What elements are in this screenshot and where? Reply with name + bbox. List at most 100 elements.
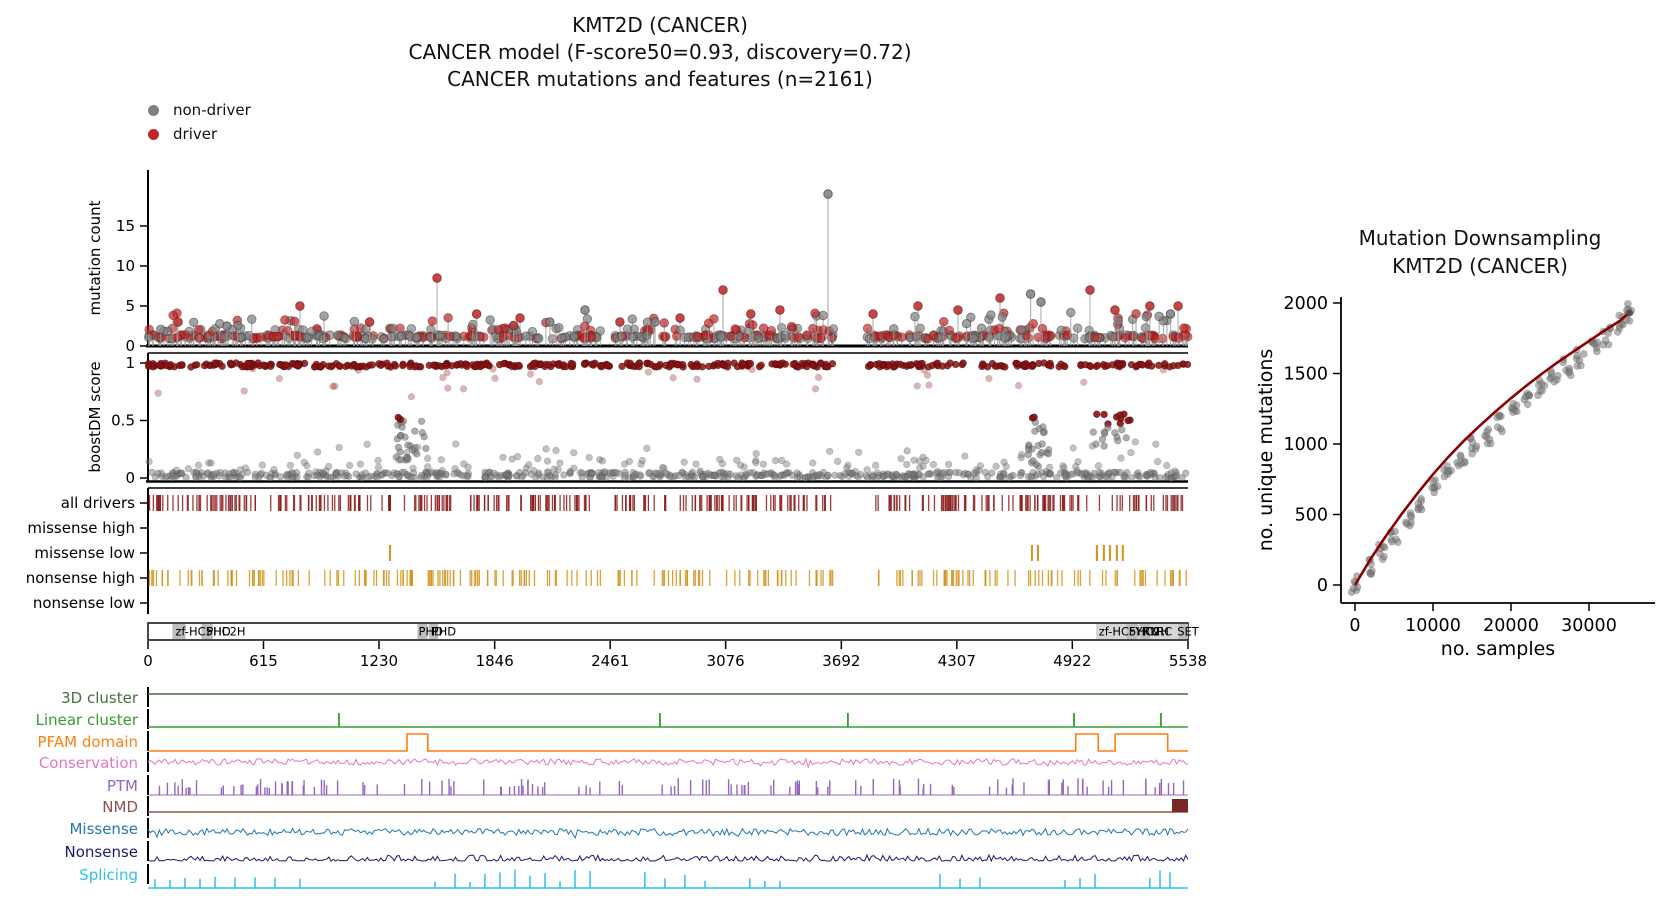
nondriver-dot bbox=[318, 333, 328, 344]
legend-label-driver: driver bbox=[173, 125, 218, 143]
score-dot-nondriver bbox=[692, 460, 700, 468]
score-dot-nondriver bbox=[976, 462, 984, 470]
score-dot-nondriver bbox=[1000, 458, 1008, 466]
driver-dot bbox=[173, 317, 183, 327]
downsampling-dot bbox=[1485, 435, 1494, 444]
feature-row-label: Missense bbox=[69, 820, 138, 838]
downsampling-dot bbox=[1468, 438, 1477, 447]
score-dot-nondriver bbox=[696, 467, 704, 475]
score-dot-nondriver bbox=[525, 461, 533, 469]
legend-item-nondriver: non-driver bbox=[148, 98, 251, 122]
nondriver-dot bbox=[236, 332, 246, 343]
score-dot-driver bbox=[156, 361, 164, 369]
score-dot-nondriver bbox=[680, 458, 688, 466]
feature-noise-line bbox=[147, 853, 1189, 863]
score-dot-nondriver bbox=[1089, 428, 1097, 436]
score-dot-nondriver bbox=[765, 469, 773, 478]
score-dot-driver bbox=[439, 374, 447, 382]
downsampling-dot bbox=[1493, 413, 1501, 422]
score-dot-nondriver bbox=[903, 460, 911, 469]
driver-dot bbox=[1145, 301, 1155, 311]
nondriver-dot bbox=[1113, 316, 1124, 326]
downsampling-y-tick-label: 1500 bbox=[1283, 365, 1328, 385]
score-dot-nondriver bbox=[855, 448, 863, 456]
downsampling-dot bbox=[1468, 449, 1476, 458]
boostdm-y-axis-label: boostDM score bbox=[86, 361, 104, 472]
nondriver-dot bbox=[534, 333, 544, 344]
domain-label: zf-HC5HC2H bbox=[175, 625, 245, 639]
downsampling-dot bbox=[1493, 423, 1502, 431]
score-dot-nondriver bbox=[374, 463, 383, 471]
score-dot-driver bbox=[411, 363, 419, 371]
nondriver-dot bbox=[557, 333, 567, 343]
score-dot-nondriver bbox=[145, 457, 153, 466]
score-dot-driver bbox=[733, 363, 742, 371]
score-dot-driver bbox=[1159, 366, 1167, 374]
driver-dot bbox=[144, 324, 154, 335]
score-dot-driver bbox=[828, 360, 837, 368]
score-dot-nondriver bbox=[716, 455, 724, 464]
score-dot-nondriver bbox=[303, 462, 311, 470]
nondriver-dot bbox=[1056, 325, 1066, 335]
driver-dot bbox=[194, 333, 205, 343]
downsampling-x-tick-label: 30000 bbox=[1561, 616, 1617, 636]
score-dot-nondriver bbox=[992, 462, 1000, 470]
protein-x-tick-label: 0 bbox=[143, 652, 153, 670]
score-dot-nondriver bbox=[543, 468, 551, 476]
score-dot-nondriver bbox=[534, 454, 542, 463]
score-dot-nondriver bbox=[893, 471, 901, 479]
score-dot-nondriver bbox=[407, 473, 415, 481]
score-dot-nondriver bbox=[172, 466, 180, 474]
feature-block-line bbox=[148, 733, 1188, 752]
downsampling-dot bbox=[1443, 467, 1452, 475]
downsampling-dot bbox=[1554, 372, 1562, 380]
feature-row-label: Conservation bbox=[39, 754, 138, 772]
score-dot-nondriver bbox=[1039, 423, 1047, 431]
score-dot-nondriver bbox=[522, 469, 530, 477]
score-dot-nondriver bbox=[1156, 474, 1164, 482]
score-dot-driver bbox=[1030, 413, 1038, 421]
nondriver-dot bbox=[961, 319, 972, 329]
score-dot-nondriver bbox=[552, 446, 560, 455]
score-dot-nondriver bbox=[502, 470, 510, 479]
score-dot-nondriver bbox=[1117, 454, 1125, 462]
score-dot-nondriver bbox=[192, 472, 200, 480]
score-dot-nondriver bbox=[915, 464, 924, 472]
nondriver-dot bbox=[976, 323, 987, 333]
downsampling-y-tick-label: 2000 bbox=[1283, 294, 1328, 314]
downsampling-dot bbox=[1380, 552, 1388, 561]
nondriver-dot bbox=[1141, 311, 1151, 322]
score-dot-nondriver bbox=[1127, 449, 1135, 457]
domain-label: PHD bbox=[206, 625, 231, 639]
score-dot-driver bbox=[394, 413, 402, 422]
score-dot-nondriver bbox=[363, 440, 371, 448]
score-dot-driver bbox=[1014, 381, 1023, 390]
score-dot-nondriver bbox=[566, 469, 574, 477]
score-dot-nondriver bbox=[236, 466, 245, 474]
score-dot-nondriver bbox=[901, 473, 909, 481]
score-dot-driver bbox=[391, 362, 400, 370]
downsampling-dot bbox=[1537, 380, 1546, 388]
score-dot-nondriver bbox=[1154, 458, 1162, 466]
downsampling-dot bbox=[1564, 368, 1573, 377]
score-dot-nondriver bbox=[216, 469, 224, 477]
nondriver-dot bbox=[1165, 309, 1176, 319]
score-dot-nondriver bbox=[598, 474, 606, 482]
score-dot-driver bbox=[491, 374, 499, 382]
score-dot-driver bbox=[407, 393, 416, 401]
score-dot-driver bbox=[335, 362, 343, 370]
score-dot-nondriver bbox=[864, 474, 872, 482]
score-dot-driver bbox=[327, 363, 335, 371]
score-dot-driver bbox=[500, 359, 508, 368]
nondriver-dot bbox=[468, 319, 478, 330]
score-dot-nondriver bbox=[658, 463, 667, 472]
score-dot-nondriver bbox=[759, 460, 767, 468]
score-dot-nondriver bbox=[324, 462, 333, 471]
track-row-label: missense high bbox=[27, 519, 135, 537]
score-dot-nondriver bbox=[417, 417, 426, 425]
score-dot-nondriver bbox=[194, 461, 203, 469]
score-dot-nondriver bbox=[398, 423, 406, 431]
score-dot-driver bbox=[789, 360, 797, 368]
driver-dot bbox=[1179, 323, 1189, 333]
score-dot-nondriver bbox=[740, 463, 748, 471]
